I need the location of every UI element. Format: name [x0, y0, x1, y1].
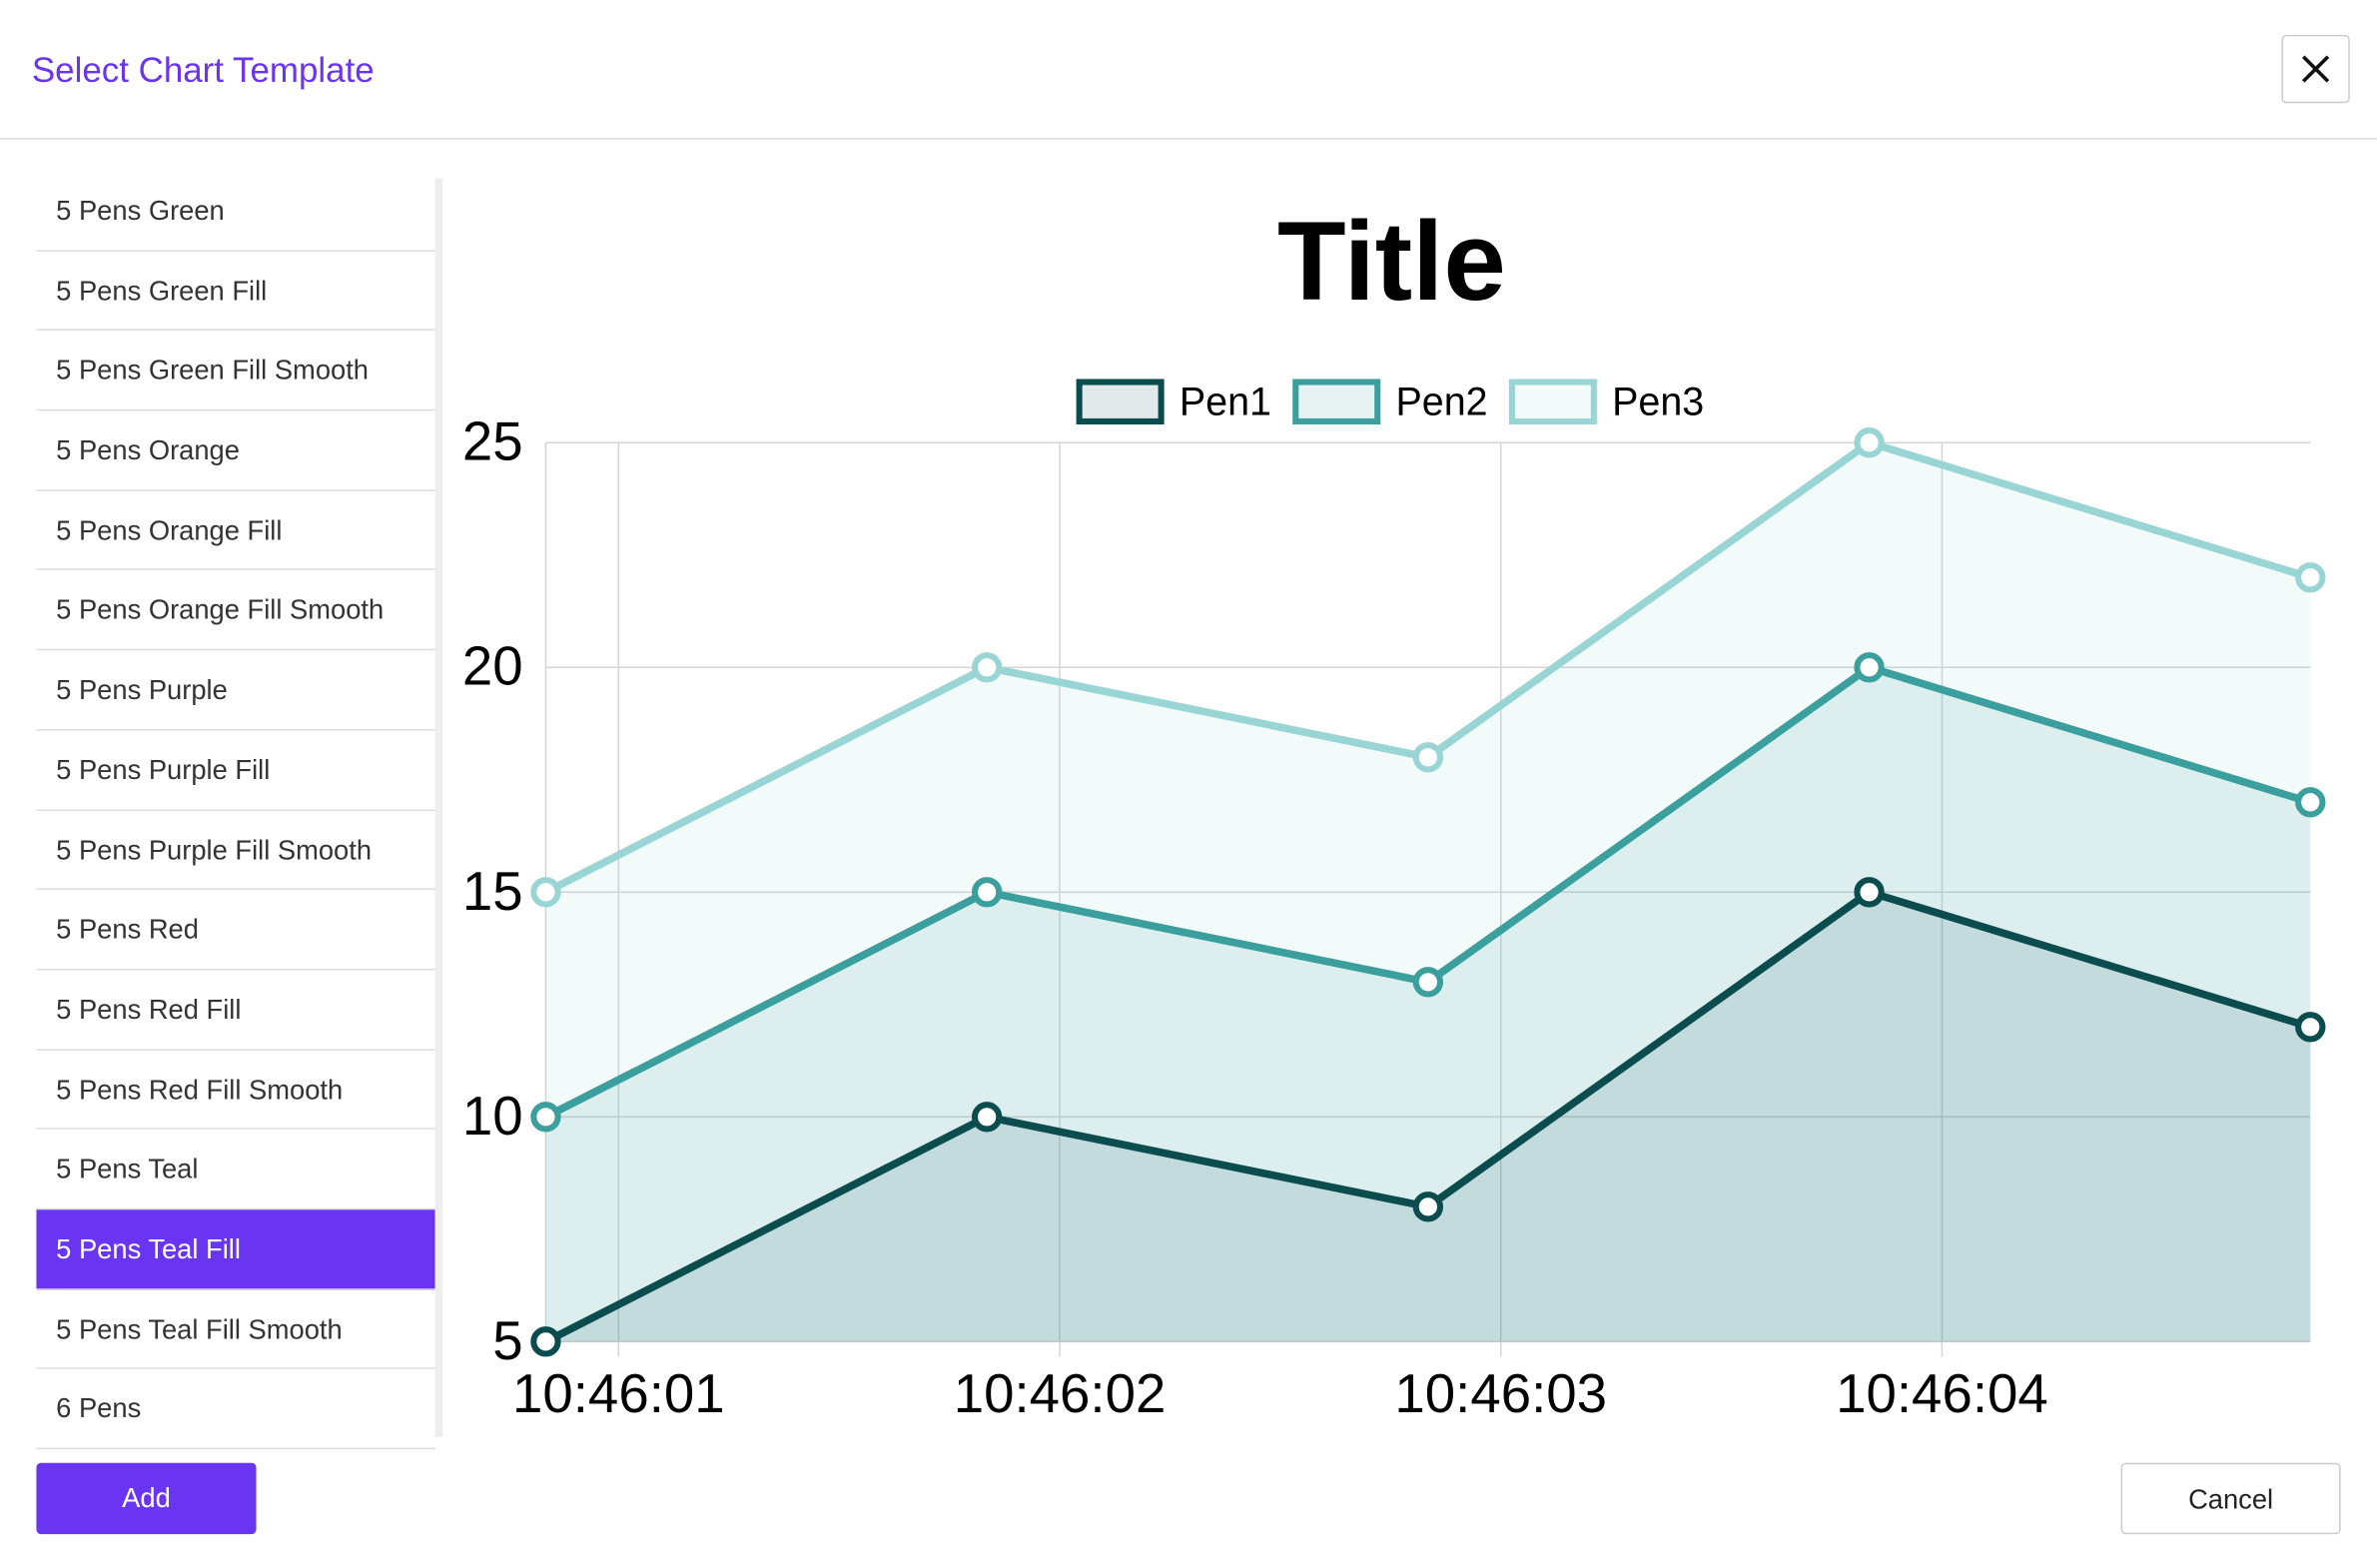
chart-title: Title	[1277, 198, 1506, 324]
point	[1412, 1191, 1444, 1222]
x-tick-label: 10:46:02	[954, 1363, 1167, 1424]
chart: Title 5 10 15 20 25 10:46:01 10:46:02 10:46:03 1…	[462, 198, 2326, 1424]
point	[971, 652, 1003, 683]
list-item[interactable]: 5 Pens Purple	[36, 650, 435, 731]
header: Select Chart Template	[0, 0, 2377, 140]
area	[545, 667, 2311, 1342]
list-item[interactable]: 5 Pens Green Fill	[36, 251, 435, 332]
list-item[interactable]: 5 Pens Red Fill Smooth	[36, 1050, 435, 1131]
y-tick-label: 5	[492, 1310, 522, 1371]
list-item[interactable]: 5 Pens Green	[36, 172, 435, 252]
point	[1412, 742, 1444, 773]
legend-swatch	[1292, 379, 1381, 425]
legend-label: Pen2	[1395, 381, 1487, 424]
point	[2295, 1012, 2326, 1043]
scrollbar	[434, 179, 443, 1437]
list-item[interactable]: 5 Pens Teal Fill	[36, 1209, 435, 1290]
point	[530, 1102, 561, 1133]
legend-label: Pen3	[1612, 381, 1704, 424]
close-button[interactable]	[2281, 34, 2350, 104]
dialog-title: Select Chart Template	[31, 50, 375, 90]
y-tick-label: 15	[462, 861, 523, 922]
x-tick-label: 10:46:01	[512, 1363, 725, 1424]
point	[1854, 877, 1885, 908]
legend-swatch	[1076, 379, 1165, 425]
list-item[interactable]: 5 Pens Red Fill	[36, 970, 435, 1051]
list-item[interactable]: 5 Pens Red	[36, 890, 435, 971]
list-item[interactable]: 5 Pens Orange Fill Smooth	[36, 570, 435, 651]
point	[1412, 967, 1444, 998]
cancel-button[interactable]: Cancel	[2120, 1462, 2341, 1535]
point	[2295, 787, 2326, 818]
list-item[interactable]: 5 Pens Teal Fill Smooth	[36, 1289, 435, 1370]
y-tick-label: 20	[462, 636, 523, 697]
list-item[interactable]: 5 Pens Purple Fill Smooth	[36, 810, 435, 891]
y-tick-label: 10	[462, 1086, 523, 1147]
point	[971, 877, 1003, 908]
area	[545, 892, 2311, 1342]
list-item[interactable]: 6 Pens	[36, 1369, 435, 1450]
legend-label: Pen1	[1180, 381, 1271, 424]
point	[971, 1102, 1003, 1133]
template-list: 5 Pens Green 5 Pens Green Fill 5 Pens Gree…	[36, 172, 435, 1450]
list-item[interactable]: 5 Pens Orange Fill	[36, 490, 435, 571]
point	[1854, 427, 1885, 458]
add-button[interactable]: Add	[36, 1462, 257, 1535]
point	[1854, 652, 1885, 683]
x-tick-label: 10:46:04	[1836, 1363, 2048, 1424]
legend-swatch	[1508, 379, 1597, 425]
list-item[interactable]: 5 Pens Orange	[36, 410, 435, 491]
list-item[interactable]: 5 Pens Green Fill Smooth	[36, 331, 435, 411]
point	[2295, 562, 2326, 593]
x-tick-label: 10:46:03	[1394, 1363, 1607, 1424]
point	[530, 877, 561, 908]
y-tick-label: 25	[462, 411, 523, 472]
point	[530, 1326, 561, 1357]
list-item[interactable]: 5 Pens Purple Fill	[36, 730, 435, 811]
list-item[interactable]: 5 Pens Teal	[36, 1130, 435, 1210]
